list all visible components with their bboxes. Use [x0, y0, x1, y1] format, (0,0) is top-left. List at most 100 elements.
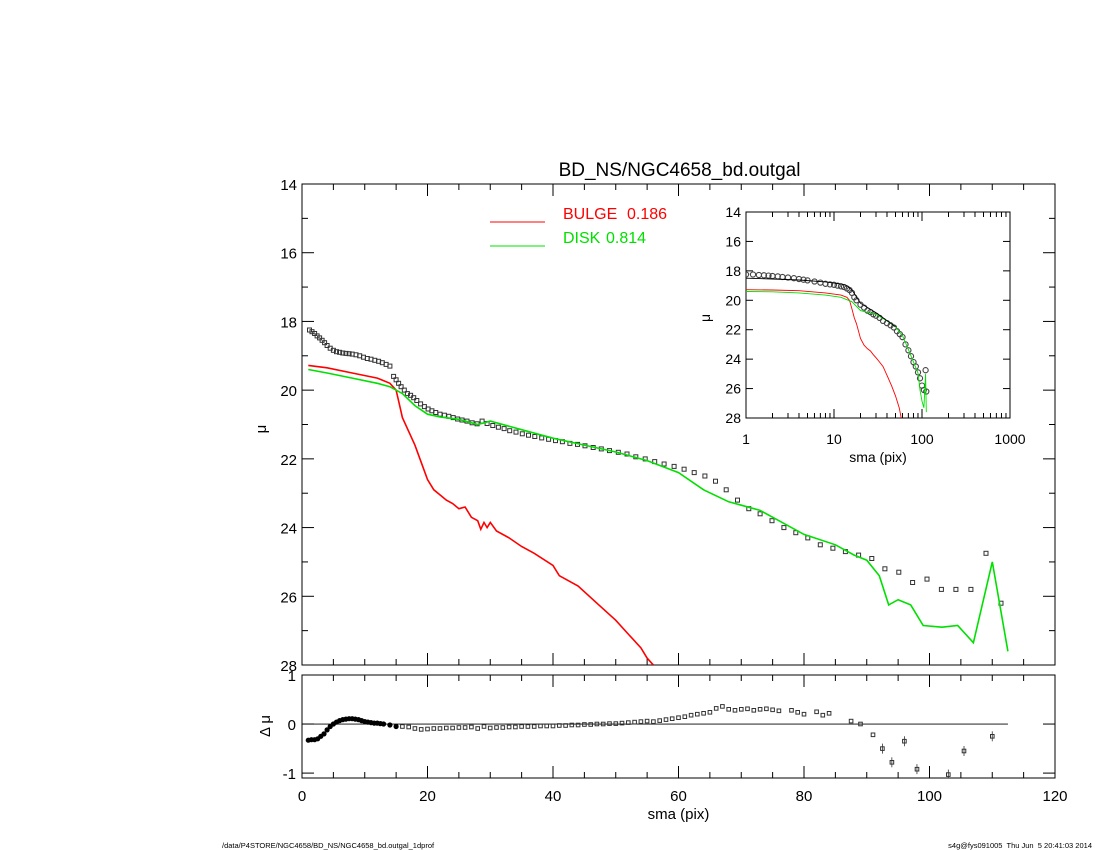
inset-series-group: [746, 271, 930, 418]
residual-point: [764, 706, 769, 712]
data-point: [532, 434, 538, 439]
residual-point: [444, 725, 449, 731]
x-tick-label: 40: [545, 788, 562, 805]
data-point: [671, 463, 677, 469]
residual-point: [418, 727, 424, 732]
residual-point: [575, 722, 581, 728]
y-tick-label: 16: [725, 233, 741, 249]
legend-value-disk: 0.814: [606, 230, 646, 247]
residual-point: [607, 721, 612, 726]
residual-point: [663, 717, 669, 722]
legend-label-disk: DISK: [563, 230, 601, 247]
inset-data-point: [830, 281, 838, 288]
y-tick-label: 1: [288, 668, 296, 685]
main-series-group: [307, 327, 1009, 665]
residual-point: [770, 707, 775, 713]
residual-point: [814, 709, 819, 715]
residual-point: [425, 726, 430, 732]
data-point: [938, 586, 944, 592]
residual-point: [450, 725, 455, 731]
residual-point: [870, 732, 876, 738]
data-point: [735, 497, 740, 503]
residual-point: [669, 716, 675, 722]
model-line: [746, 277, 896, 328]
data-point: [723, 487, 729, 493]
residual-point: [707, 710, 713, 715]
x-tick-label: 1: [742, 431, 750, 447]
x-tick-label: 20: [419, 788, 436, 805]
residual-point: [688, 712, 694, 718]
residual-point: [481, 724, 487, 729]
data-point: [519, 431, 525, 437]
residual-point: [600, 721, 606, 727]
inset-data-point: [784, 274, 792, 281]
residual-point: [739, 707, 744, 712]
residual-point: [406, 724, 411, 730]
bulge-line: [746, 289, 902, 418]
residual-point: [757, 707, 763, 712]
data-point: [507, 428, 513, 434]
y-tick-label: 26: [280, 589, 297, 606]
residual-point: [487, 725, 493, 731]
residual-point: [795, 710, 801, 715]
footer-timestamp: s4g@fys091005 Thu Jun 5 20:41:03 2014: [948, 841, 1092, 850]
residual-point: [695, 711, 700, 717]
data-point: [781, 525, 787, 531]
residual-point: [751, 708, 757, 713]
residual-point: [801, 711, 807, 717]
y-tick-label: 22: [280, 452, 297, 469]
x-tick-label: 100: [917, 788, 942, 805]
main-profile-panel: BD_NS/NGC4658_bd.outgal 14 16 18 20 22 24 26 28 μ…: [253, 160, 1056, 675]
inset-data-point: [899, 333, 906, 341]
residual-point: [506, 724, 512, 730]
data-point: [346, 351, 352, 357]
residual-point: [531, 724, 537, 729]
residual-point: [500, 725, 506, 730]
residual-point: [393, 723, 399, 730]
y-tick-label: 16: [280, 246, 297, 263]
data-point: [398, 384, 404, 390]
data-point: [539, 435, 545, 441]
y-tick-label: 0: [288, 717, 296, 734]
data-point: [334, 349, 339, 355]
data-point: [414, 398, 420, 403]
residual-point: [400, 724, 405, 729]
inset-log-panel: 14 16 18 20 22 24 26 281 10 100 1000 sma (pix) μ: [697, 204, 1026, 465]
inset-data-point: [760, 272, 768, 279]
residual-point: [594, 721, 600, 727]
residual-point: [638, 719, 644, 724]
data-point: [490, 423, 496, 428]
y-tick-label: 18: [280, 314, 297, 331]
legend-value-bulge: 0.186: [627, 206, 667, 223]
x-tick-label: 1000: [994, 431, 1025, 447]
y-tick-label: 26: [725, 381, 741, 397]
data-point: [691, 470, 697, 476]
y-tick-label: 24: [725, 351, 741, 367]
data-point: [437, 411, 443, 417]
footer-file-path: /data/P4STORE/NGC4658/BD_NS/NGC4658_bd.o…: [222, 841, 435, 850]
data-point: [661, 461, 667, 467]
residual-point: [513, 724, 518, 730]
data-point: [401, 387, 407, 393]
data-point: [702, 473, 708, 479]
data-point: [983, 550, 989, 556]
residual-point: [651, 719, 656, 724]
residual-point: [381, 721, 387, 727]
y-tick-label: 20: [725, 292, 741, 308]
residual-point: [437, 726, 443, 731]
residual-point: [720, 704, 725, 709]
x-tick-label: 10: [826, 431, 842, 447]
y-tick-label: 14: [725, 204, 741, 220]
data-point: [953, 586, 959, 592]
inset-data-point: [749, 271, 757, 278]
x-tick-label: 60: [670, 788, 687, 805]
residual-point: [644, 718, 650, 724]
inset-data-point: [826, 281, 834, 288]
data-point: [882, 566, 888, 572]
y-axis-label: μ: [697, 314, 713, 322]
data-point: [924, 576, 930, 582]
residual-point: [726, 707, 732, 712]
residual-point: [776, 708, 782, 714]
residual-point: [745, 706, 750, 712]
x-tick-label: 0: [298, 788, 306, 805]
